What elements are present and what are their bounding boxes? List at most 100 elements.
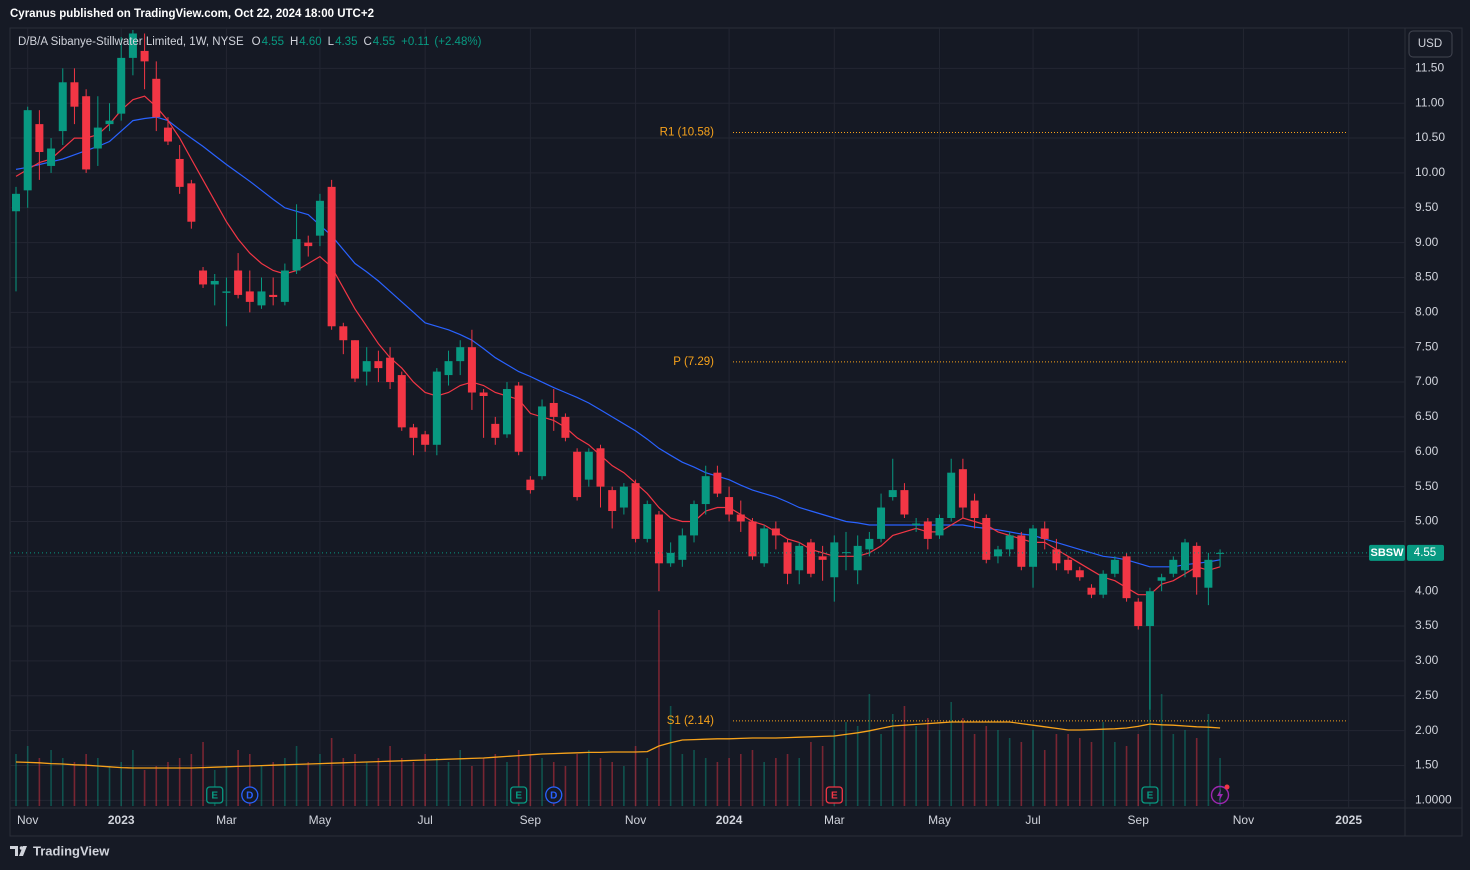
- candle-body: [1040, 528, 1049, 539]
- candle-body: [1099, 573, 1108, 595]
- volume-bar: [693, 750, 695, 806]
- candle-body: [1192, 545, 1201, 578]
- volume-bar: [623, 766, 625, 806]
- pivot-label: R1 (10.58): [660, 127, 715, 139]
- volume-bar: [143, 770, 146, 806]
- currency-button[interactable]: [1408, 30, 1453, 58]
- event-label: E: [211, 791, 218, 802]
- x-tick-label: Jul: [417, 813, 432, 827]
- candle-body: [502, 389, 511, 435]
- x-tick-label: Mar: [824, 813, 845, 827]
- grid: [10, 28, 1405, 808]
- volume-bar: [155, 766, 158, 806]
- volume-bar: [751, 750, 754, 806]
- candle-body: [970, 500, 979, 518]
- volume-bar: [494, 754, 497, 806]
- candle-body: [690, 504, 699, 536]
- candle-body: [1204, 559, 1213, 588]
- change: +0.11: [401, 36, 429, 48]
- volume-bar: [891, 714, 894, 806]
- volume-bar: [97, 758, 99, 806]
- y-tick-label: 3.00: [1415, 653, 1439, 667]
- volume-bar: [167, 762, 169, 806]
- candle-body: [877, 507, 886, 539]
- volume-bar: [564, 766, 567, 806]
- y-tick-label: 6.00: [1415, 444, 1439, 458]
- candle-body: [70, 82, 79, 107]
- x-tick-label: May: [309, 813, 332, 827]
- volume-bar: [786, 754, 789, 806]
- candle-body: [23, 110, 32, 191]
- volume-bar: [412, 762, 415, 806]
- candle-body: [128, 33, 137, 58]
- volume-bar: [1149, 618, 1151, 806]
- y-tick-label: 9.50: [1415, 200, 1439, 214]
- volume-bar: [1219, 758, 1221, 806]
- candle-body: [725, 497, 734, 515]
- candle-body: [47, 148, 56, 166]
- candle-body: [526, 479, 535, 491]
- volume-ma-line: [15, 721, 1221, 769]
- chart-frame: [9, 27, 1463, 837]
- volume-bar: [73, 762, 76, 806]
- candle-body: [935, 517, 944, 536]
- candle-body: [397, 375, 406, 428]
- candle-body: [748, 521, 757, 557]
- y-tick-label: 5.00: [1415, 514, 1439, 528]
- candle-body: [1181, 542, 1189, 571]
- x-tick-label: Sep: [520, 813, 542, 827]
- volume-bar: [38, 758, 41, 806]
- volume-bar: [950, 702, 952, 806]
- candle-body: [1075, 570, 1084, 578]
- volume-bar: [436, 758, 438, 806]
- volume-bar: [1078, 738, 1081, 806]
- volume-bar: [880, 734, 882, 806]
- volume-bar: [237, 750, 239, 806]
- candle-body: [1005, 535, 1014, 550]
- candle-body: [947, 472, 956, 518]
- currency-label[interactable]: USD: [1418, 38, 1442, 50]
- event-marker: [241, 786, 259, 804]
- candle-body: [117, 57, 126, 114]
- candle-body: [713, 472, 722, 494]
- x-tick-label: Sep: [1128, 813, 1150, 827]
- event-label: E: [515, 791, 522, 802]
- volume-bar: [1102, 722, 1104, 806]
- volume-bar: [260, 766, 263, 806]
- candle-body: [549, 402, 558, 417]
- candle-body: [923, 521, 932, 539]
- volume-bar: [599, 758, 602, 806]
- volume-bar: [26, 746, 29, 806]
- y-tick-label: 1.50: [1415, 758, 1439, 772]
- volume-bar: [506, 762, 508, 806]
- candle-body: [982, 517, 991, 560]
- ohlc-key: H: [290, 36, 298, 48]
- y-tick-label: 10.00: [1415, 165, 1445, 179]
- candle-body: [561, 416, 570, 438]
- volume-bar: [1008, 738, 1011, 806]
- candle-body: [1087, 587, 1096, 595]
- y-tick-label: 2.50: [1415, 688, 1439, 702]
- publisher: Cyranus published on TradingView.com, Oc…: [10, 8, 374, 20]
- alert-icon: [1210, 784, 1230, 805]
- candle-body: [900, 490, 909, 515]
- volume-bar: [50, 750, 52, 806]
- candle-body: [830, 542, 839, 578]
- x-tick-label: Nov: [1233, 813, 1254, 827]
- y-tick-label: 9.00: [1415, 235, 1439, 249]
- volume-bar: [973, 734, 976, 806]
- candle-body: [187, 183, 196, 222]
- candle-body: [491, 423, 500, 438]
- candle-body: [1145, 591, 1154, 627]
- x-tick-label: May: [928, 813, 951, 827]
- candle-body: [245, 291, 254, 302]
- volume-bar: [1172, 734, 1175, 806]
- volume-bar: [541, 758, 543, 806]
- volume-bar: [739, 754, 742, 806]
- y-tick-label: 11.00: [1415, 95, 1444, 109]
- volume-bar: [295, 746, 298, 806]
- volume-bar: [459, 750, 462, 806]
- candle-body: [409, 427, 418, 438]
- volume-bar: [1114, 742, 1116, 806]
